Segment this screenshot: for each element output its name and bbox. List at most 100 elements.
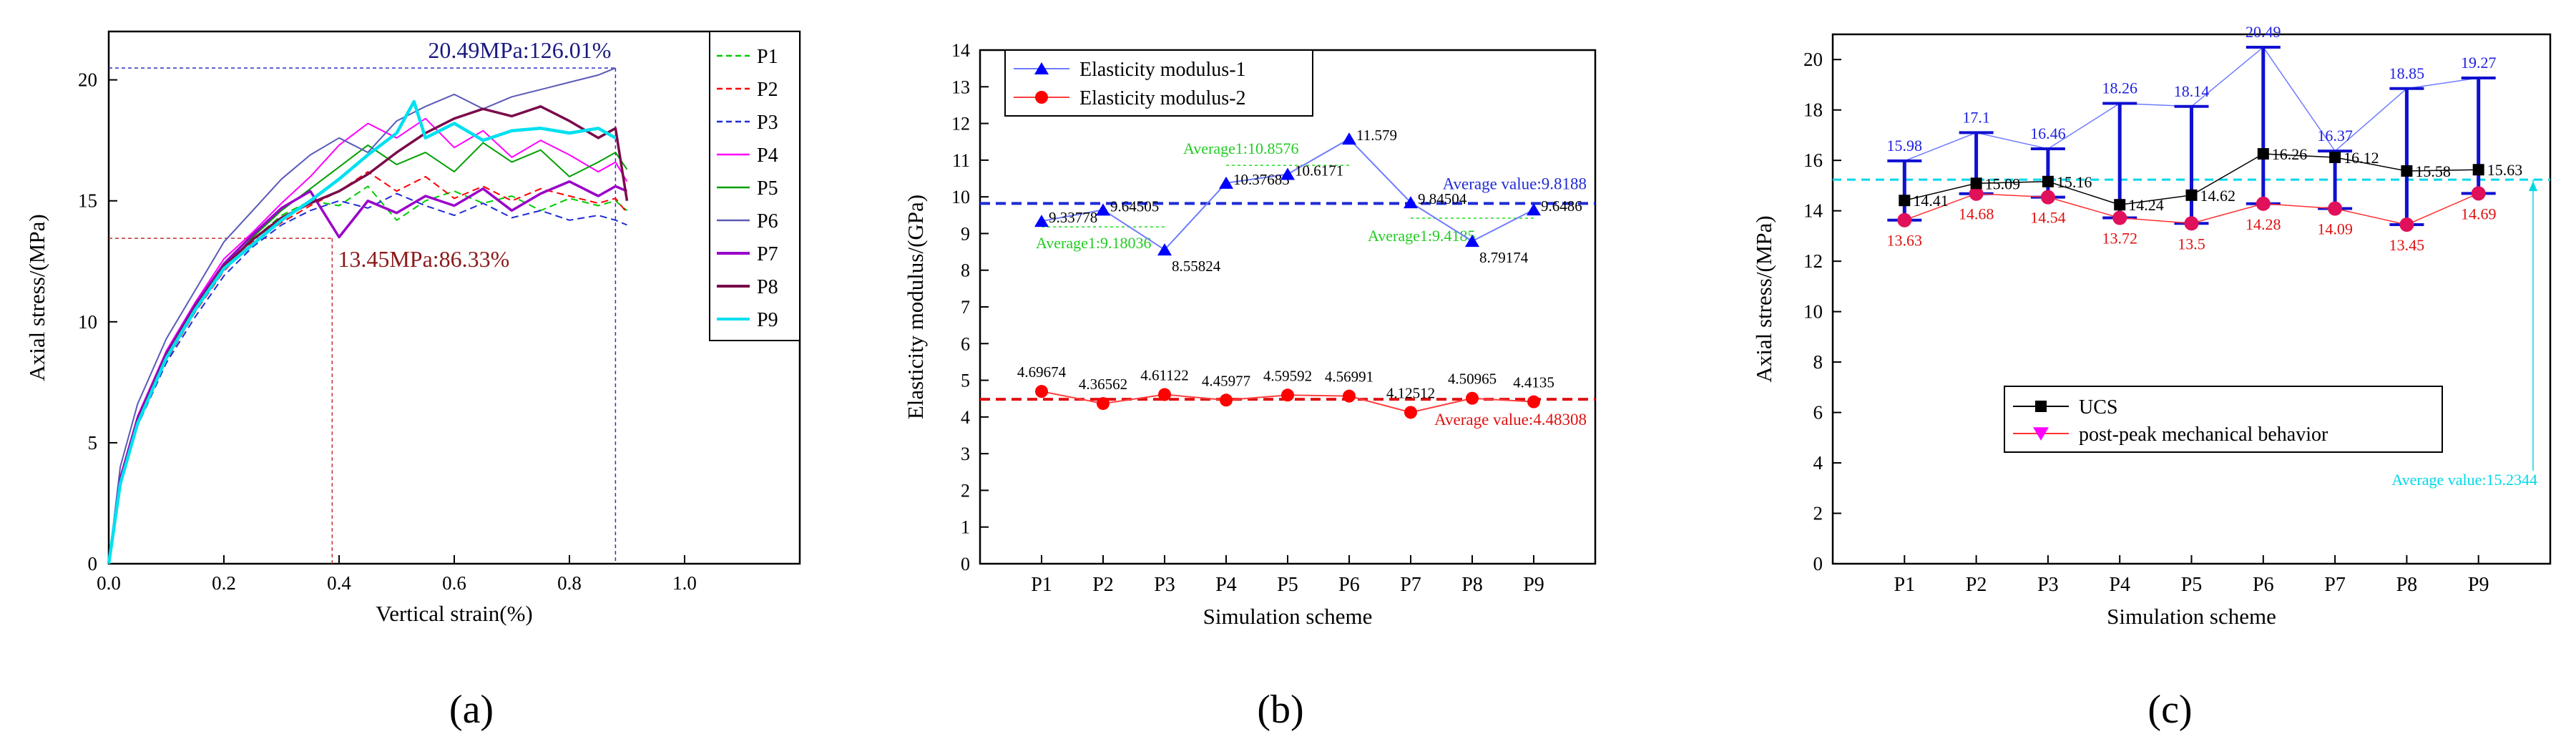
y-tick-label: 0 [1813, 553, 1823, 574]
y-tick-label: 9 [961, 223, 970, 244]
x-tick-label: 0.2 [212, 572, 236, 594]
data-label: 4.4135 [1513, 374, 1554, 391]
y-tick-label: 11 [952, 150, 970, 171]
post-peak-point [2256, 196, 2271, 211]
post-peak-label: 13.45 [2389, 236, 2425, 254]
y-tick-label: 10 [78, 311, 97, 333]
data-label: 4.56991 [1325, 368, 1373, 386]
ucs-label: 14.24 [2128, 196, 2164, 214]
ucs-label: 16.26 [2272, 145, 2308, 163]
max-label: 16.37 [2317, 127, 2353, 145]
legend-box [1004, 49, 1313, 117]
average-arrow [2529, 181, 2537, 192]
post-peak-label: 14.28 [2246, 215, 2281, 233]
x-axis-label: Simulation scheme [1203, 604, 1373, 629]
series-line-p9 [107, 99, 617, 564]
legend-marker-2 [1035, 91, 1048, 104]
x-axis-label: Simulation scheme [2107, 604, 2276, 629]
y-tick-label: 20 [1803, 49, 1823, 70]
peak-annotation: 20.49MPa:126.01% [428, 37, 611, 63]
series-line-p8 [107, 105, 629, 564]
y-tick-label: 8 [1813, 351, 1823, 373]
legend-label-p2: P2 [757, 79, 778, 101]
y-tick-label: 2 [961, 480, 970, 501]
ucs-point [2042, 175, 2054, 187]
data-label: 9.33778 [1049, 209, 1097, 226]
series-2-point [1343, 389, 1356, 403]
x-tick-label: P9 [2468, 574, 2489, 596]
ucs-label: 15.58 [2415, 162, 2451, 180]
group-average-label-2: Average1:10.8576 [1183, 140, 1299, 157]
data-label: 9.64505 [1110, 197, 1159, 215]
plot-frame [979, 49, 1597, 565]
post-peak-label: 14.68 [1959, 205, 1994, 223]
x-tick-label: P5 [1277, 574, 1298, 596]
series-1-point [1219, 176, 1233, 189]
post-peak-point [2399, 217, 2414, 233]
series-line-p2 [108, 171, 628, 564]
series-1-point [1280, 167, 1295, 180]
x-tick-label: P8 [2396, 574, 2418, 596]
legend-label-p3: P3 [757, 112, 778, 134]
series-1-point [1465, 235, 1479, 248]
legend-label-2: post-peak mechanical behavior [2079, 424, 2328, 446]
ucs-point [2472, 164, 2484, 176]
legend-label-p5: P5 [757, 177, 778, 200]
series-2-point [1097, 397, 1110, 411]
max-label: 18.85 [2389, 64, 2425, 82]
data-label: 10.6171 [1295, 162, 1343, 179]
post-peak-label: 13.63 [1887, 232, 1923, 250]
x-tick-label: P4 [2109, 574, 2130, 596]
x-tick-label: 0.4 [327, 572, 351, 594]
ucs-point [2114, 199, 2126, 211]
series-1-point [1404, 196, 1418, 209]
post-peak-label: 13.72 [2102, 230, 2137, 248]
y-tick-label: 14 [951, 40, 970, 61]
max-label: 20.49 [2246, 23, 2281, 41]
y-tick-label: 2 [1813, 503, 1823, 524]
average-label-1: Average value:9.8188 [1443, 175, 1587, 192]
data-label: 4.69674 [1017, 363, 1067, 381]
data-label: 8.79174 [1479, 249, 1529, 266]
ucs-point [2257, 148, 2269, 160]
max-label: 18.26 [2102, 79, 2137, 97]
legend-label-p7: P7 [757, 243, 778, 265]
y-tick-label: 6 [961, 333, 970, 354]
series-1-point [1342, 132, 1356, 145]
post-peak-label: 14.69 [2461, 205, 2497, 222]
x-tick-label: P3 [2037, 574, 2059, 596]
series-1-point [1157, 243, 1172, 256]
y-tick-label: 0 [88, 553, 98, 574]
x-tick-label: P5 [2181, 574, 2203, 596]
y-tick-label: 16 [1803, 150, 1823, 171]
y-tick-label: 14 [1803, 200, 1823, 222]
x-tick-label: P7 [1400, 574, 1421, 596]
legend-box [2004, 386, 2443, 453]
panel-label-a: (a) [449, 687, 494, 732]
average-label: Average value:15.2344 [2391, 471, 2537, 489]
data-label: 11.579 [1356, 127, 1397, 144]
ucs-label: 15.63 [2487, 161, 2523, 179]
y-tick-label: 0 [961, 554, 970, 574]
x-tick-label: 0.6 [442, 572, 466, 594]
y-tick-label: 10 [1803, 301, 1823, 323]
x-tick-label: 1.0 [672, 572, 697, 594]
group-average-label-1: Average1:9.18036 [1036, 234, 1152, 252]
panel-label-c: (c) [2148, 687, 2192, 732]
legend-label-p8: P8 [757, 276, 778, 298]
y-tick-label: 6 [1813, 402, 1823, 424]
y-tick-label: 10 [951, 187, 970, 207]
post-peak-point [2184, 216, 2199, 231]
post-peak-point [1897, 212, 1912, 227]
y-tick-label: 1 [961, 517, 970, 538]
post-peak-point [2112, 210, 2127, 225]
x-tick-label: P7 [2324, 574, 2346, 596]
series-line-p1 [108, 185, 628, 564]
post-peak-label: 14.54 [2030, 209, 2066, 227]
max-label: 17.1 [1962, 108, 1990, 126]
y-axis-label: Axial stress/(MPa) [24, 214, 49, 381]
post-peak-point [2328, 201, 2343, 216]
y-tick-label: 3 [961, 444, 970, 464]
legend-label-p4: P4 [757, 145, 778, 167]
